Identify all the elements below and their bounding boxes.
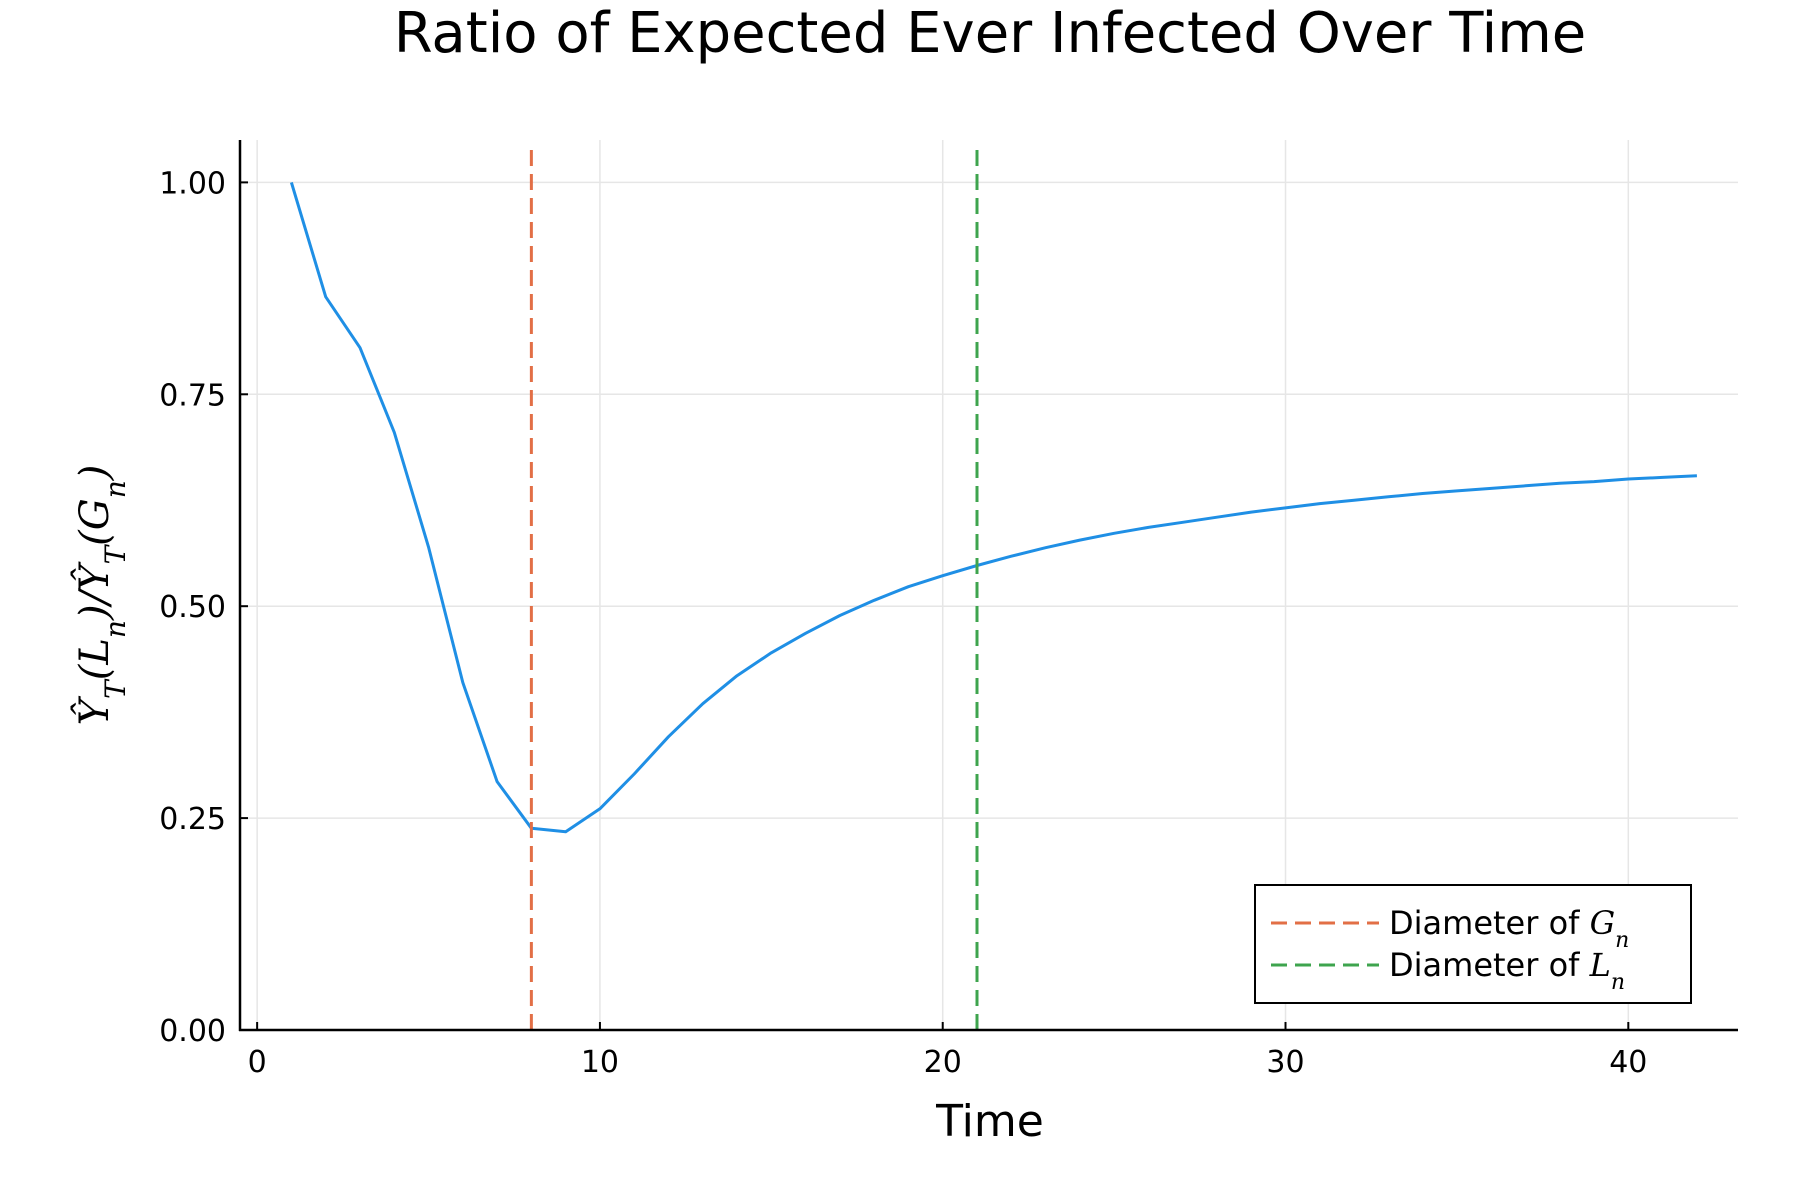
legend-label: Diameter of Gn <box>1389 904 1629 953</box>
plot-lines <box>289 150 1697 1030</box>
x-tick-label: 20 <box>924 1045 962 1080</box>
axes <box>238 140 1738 1032</box>
legend-label: Diameter of Ln <box>1389 946 1625 995</box>
x-tick-label: 10 <box>581 1045 619 1080</box>
series-line <box>289 181 1697 834</box>
y-tick-label: 0.00 <box>159 1014 226 1049</box>
legend-box <box>1254 884 1692 1004</box>
tick-labels: 0 10 20 30 40 0.00 0.25 0.50 0.75 1.00 <box>159 166 1647 1080</box>
x-tick-label: 30 <box>1266 1045 1304 1080</box>
chart-title: Ratio of Expected Ever Infected Over Tim… <box>394 1 1587 66</box>
x-axis-label: Time <box>935 1096 1044 1147</box>
y-tick-label: 1.00 <box>159 166 226 201</box>
x-tick-label: 40 <box>1609 1045 1647 1080</box>
y-tick-label: 0.25 <box>159 802 226 837</box>
y-axis-label: ŶT(Ln)/ŶT(Gn) <box>71 465 132 726</box>
svg-text:ŶT(Ln)/ŶT(Gn): ŶT(Ln)/ŶT(Gn) <box>71 465 132 726</box>
y-tick-label: 0.50 <box>159 590 226 625</box>
y-tick-label: 0.75 <box>159 378 226 413</box>
x-tick-label: 0 <box>248 1045 267 1080</box>
